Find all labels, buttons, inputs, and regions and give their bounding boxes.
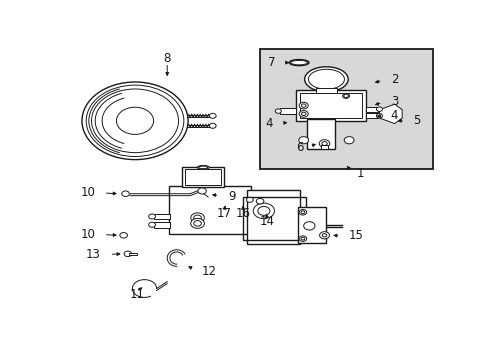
Text: 15: 15 xyxy=(348,229,363,242)
Ellipse shape xyxy=(289,59,308,66)
Text: 7: 7 xyxy=(267,56,275,69)
Circle shape xyxy=(148,214,155,219)
Text: 14: 14 xyxy=(260,216,275,229)
Bar xyxy=(154,214,169,219)
Ellipse shape xyxy=(304,67,347,92)
Bar xyxy=(280,108,295,114)
Bar xyxy=(246,190,299,244)
Bar xyxy=(154,222,169,228)
Circle shape xyxy=(91,89,178,153)
Bar xyxy=(315,88,336,93)
Circle shape xyxy=(253,203,274,219)
Text: 13: 13 xyxy=(86,248,101,261)
Circle shape xyxy=(301,237,304,240)
Circle shape xyxy=(209,113,216,118)
Text: 1: 1 xyxy=(356,167,364,180)
Circle shape xyxy=(322,234,326,237)
Text: 6: 6 xyxy=(296,141,303,154)
Text: 11: 11 xyxy=(129,288,144,301)
Ellipse shape xyxy=(342,93,349,98)
Bar xyxy=(169,186,250,234)
Circle shape xyxy=(298,136,308,144)
Circle shape xyxy=(190,219,204,228)
Circle shape xyxy=(301,112,305,116)
Bar xyxy=(260,49,432,169)
Circle shape xyxy=(299,210,306,215)
Text: 3: 3 xyxy=(390,95,397,108)
Ellipse shape xyxy=(308,69,344,89)
Text: 2: 2 xyxy=(390,73,398,86)
Circle shape xyxy=(148,222,155,227)
Bar xyxy=(299,93,362,118)
Circle shape xyxy=(257,207,269,215)
Bar xyxy=(321,145,327,149)
Text: 16: 16 xyxy=(235,207,250,220)
Circle shape xyxy=(246,197,253,202)
Text: 4: 4 xyxy=(265,117,273,130)
Circle shape xyxy=(120,233,127,238)
Circle shape xyxy=(275,109,281,113)
Bar xyxy=(184,169,221,185)
Ellipse shape xyxy=(343,94,347,98)
Text: 12: 12 xyxy=(201,265,216,278)
Circle shape xyxy=(122,191,129,197)
Bar xyxy=(297,207,325,243)
Bar xyxy=(296,90,366,121)
Text: 9: 9 xyxy=(227,190,235,203)
Circle shape xyxy=(124,251,131,257)
Circle shape xyxy=(299,111,307,117)
Circle shape xyxy=(209,123,216,128)
Circle shape xyxy=(86,85,183,157)
Text: 10: 10 xyxy=(80,186,95,199)
Ellipse shape xyxy=(198,166,207,168)
Circle shape xyxy=(319,232,329,239)
Circle shape xyxy=(319,140,329,148)
Circle shape xyxy=(256,198,264,204)
Circle shape xyxy=(376,114,382,118)
Circle shape xyxy=(193,215,201,221)
Circle shape xyxy=(299,236,306,242)
Text: 8: 8 xyxy=(163,52,171,65)
Circle shape xyxy=(344,136,353,144)
Ellipse shape xyxy=(290,60,307,65)
Circle shape xyxy=(116,107,153,134)
Bar xyxy=(366,113,378,118)
Circle shape xyxy=(301,104,305,107)
Bar xyxy=(182,167,224,187)
Circle shape xyxy=(303,222,314,230)
Bar xyxy=(366,107,378,112)
Circle shape xyxy=(321,141,326,145)
Text: 4: 4 xyxy=(390,109,398,122)
Circle shape xyxy=(82,82,188,159)
Text: 17: 17 xyxy=(216,207,231,220)
Text: 10: 10 xyxy=(80,228,95,241)
Circle shape xyxy=(198,188,206,194)
Circle shape xyxy=(301,211,304,214)
Circle shape xyxy=(299,102,307,109)
Bar xyxy=(128,253,137,255)
Ellipse shape xyxy=(197,166,209,169)
Text: 5: 5 xyxy=(413,114,420,127)
Polygon shape xyxy=(379,104,401,123)
Bar xyxy=(243,197,305,240)
Circle shape xyxy=(193,221,201,226)
Circle shape xyxy=(190,213,204,223)
Circle shape xyxy=(376,107,382,111)
Bar xyxy=(306,120,334,149)
